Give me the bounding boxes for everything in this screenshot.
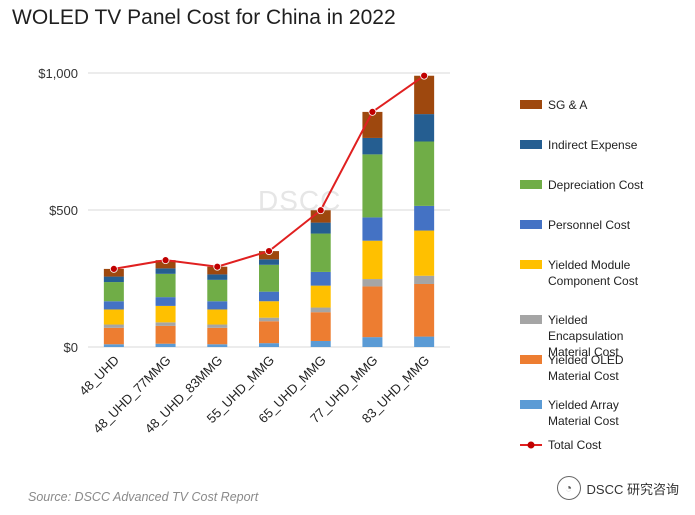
total-cost-point: [161, 256, 170, 265]
bar-segment-array: [362, 337, 383, 347]
bar-segment-indirect: [414, 114, 435, 142]
bar-segment-personnel: [207, 301, 228, 310]
bar-segment-personnel: [155, 297, 176, 306]
bar-segment-encap: [414, 275, 435, 284]
bar-segment-oled: [362, 286, 383, 338]
total-cost-point: [420, 71, 429, 80]
bar-segment-encap: [155, 322, 176, 326]
bar-segment-module: [207, 309, 228, 325]
bar-segment-array: [207, 344, 228, 347]
bar-segment-depreciation: [259, 264, 279, 292]
bar-segment-oled: [103, 327, 124, 345]
bar-segment-sga: [414, 75, 435, 115]
legend-swatch-personnel: [520, 220, 542, 229]
bar-segment-personnel: [103, 301, 124, 310]
bar-segment-oled: [414, 283, 435, 337]
legend-swatch-depreciation: [520, 180, 542, 189]
chart-title: WOLED TV Panel Cost for China in 2022: [12, 6, 396, 29]
total-cost-point: [213, 262, 222, 271]
bar-segment-array: [103, 344, 124, 347]
bar-segment-depreciation: [207, 279, 228, 302]
bar-segment-oled: [155, 325, 176, 344]
legend-swatch-encap: [520, 315, 542, 324]
bar-segment-encap: [207, 324, 228, 328]
brand-text: DSCC 研究咨询: [586, 481, 679, 497]
bar-segment-array: [259, 343, 279, 347]
bar-segment-depreciation: [155, 273, 176, 298]
legend-swatch-oled: [520, 355, 542, 364]
bar-segment-indirect: [155, 268, 176, 274]
y-tick-label: $0: [64, 340, 78, 355]
bar-segment-indirect: [103, 276, 124, 283]
bar-segment-oled: [207, 327, 228, 345]
legend-label-encap: Yielded Encapsulation Material Cost: [548, 313, 623, 359]
bar-segment-module: [103, 309, 124, 325]
bar-segment-encap: [310, 307, 331, 313]
bar-segment-personnel: [362, 217, 383, 241]
legend-marker-total: [527, 441, 535, 449]
y-tick-label: $500: [49, 203, 78, 218]
bar-segment-module: [259, 301, 279, 318]
bar-segment-sga: [155, 260, 176, 269]
bar-segment-depreciation: [414, 141, 435, 206]
bar-segment-indirect: [362, 137, 383, 155]
bar-segment-sga: [362, 111, 383, 138]
bar-segment-personnel: [414, 205, 435, 231]
bar-segment-indirect: [207, 274, 228, 280]
legend-label-array: Yielded Array Material Cost: [548, 398, 619, 428]
legend-swatch-indirect: [520, 140, 542, 149]
bar-segment-module: [414, 230, 435, 276]
total-cost-point: [316, 206, 325, 215]
bar-segment-indirect: [310, 222, 331, 234]
bar-segment-array: [155, 343, 176, 347]
source-note: Source: DSCC Advanced TV Cost Report: [28, 490, 259, 504]
bar-segment-module: [362, 240, 383, 280]
legend-label-indirect: Indirect Expense: [548, 138, 638, 152]
legend-swatch-module: [520, 260, 542, 269]
bar-segment-array: [414, 336, 435, 347]
bar-segment-personnel: [259, 291, 279, 302]
bar-segment-encap: [103, 324, 124, 328]
bar-segment-module: [155, 305, 176, 323]
legend-swatch-sga: [520, 100, 542, 109]
bar-segment-depreciation: [362, 154, 383, 218]
total-cost-point: [265, 247, 273, 256]
legend-label-total: Total Cost: [548, 438, 602, 452]
legend-label-module: Yielded Module Component Cost: [548, 258, 639, 288]
bar-segment-sga: [259, 251, 279, 260]
legend-label-depreciation: Depreciation Cost: [548, 178, 644, 192]
legend-label-sga: SG & A: [548, 98, 587, 112]
total-cost-point: [368, 108, 377, 116]
bar-segment-indirect: [259, 259, 279, 265]
wechat-icon: ◔: [556, 476, 581, 500]
x-tick-label: 48_UHD: [76, 353, 122, 399]
footer-brand: ◔ DSCC 研究咨询: [556, 476, 679, 500]
bar-segment-encap: [362, 279, 383, 287]
bar-segment-encap: [259, 317, 279, 322]
total-cost-point: [109, 265, 118, 273]
bar-segment-module: [310, 285, 331, 308]
y-tick-label: $1,000: [38, 66, 78, 81]
legend-swatch-array: [520, 400, 542, 409]
bar-segment-array: [310, 340, 331, 347]
bar-segment-personnel: [310, 271, 331, 286]
stacked-bar-chart: $0$500$1,00048_UHD48_UHD_77MMG48_UHD_83M…: [38, 66, 644, 452]
legend-label-oled: Yielded OLED Material Cost: [548, 353, 624, 383]
bar-segment-oled: [259, 321, 279, 344]
bar-segment-depreciation: [310, 233, 331, 272]
legend-label-personnel: Personnel Cost: [548, 218, 631, 232]
bar-segment-oled: [310, 312, 331, 341]
chart-panel: DSCC $0 $500 $1,000 48_UHD 48_UHD_77MMG 48_UH…: [8, 45, 688, 515]
bar-segment-depreciation: [103, 282, 124, 302]
